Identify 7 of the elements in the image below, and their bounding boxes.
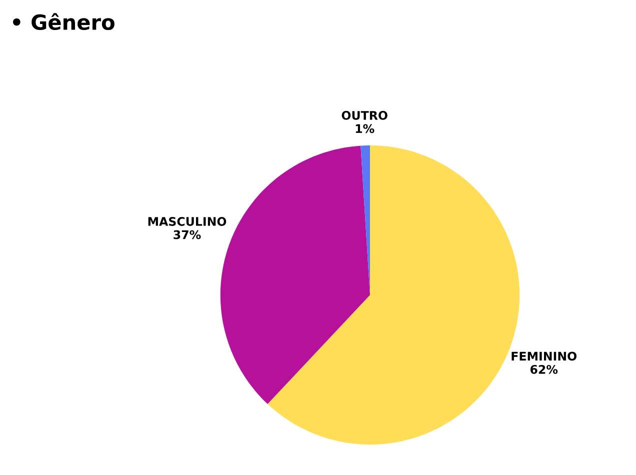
data-label: 37% [174, 230, 201, 240]
slice-label: MASCULINO [148, 217, 226, 226]
data-label: 1% [356, 124, 374, 134]
chart-title: • Gênero [13, 13, 114, 30]
slice-label: FEMININO [512, 352, 577, 361]
data-label: 62% [530, 364, 558, 374]
slice-label: OUTRO [342, 110, 388, 120]
